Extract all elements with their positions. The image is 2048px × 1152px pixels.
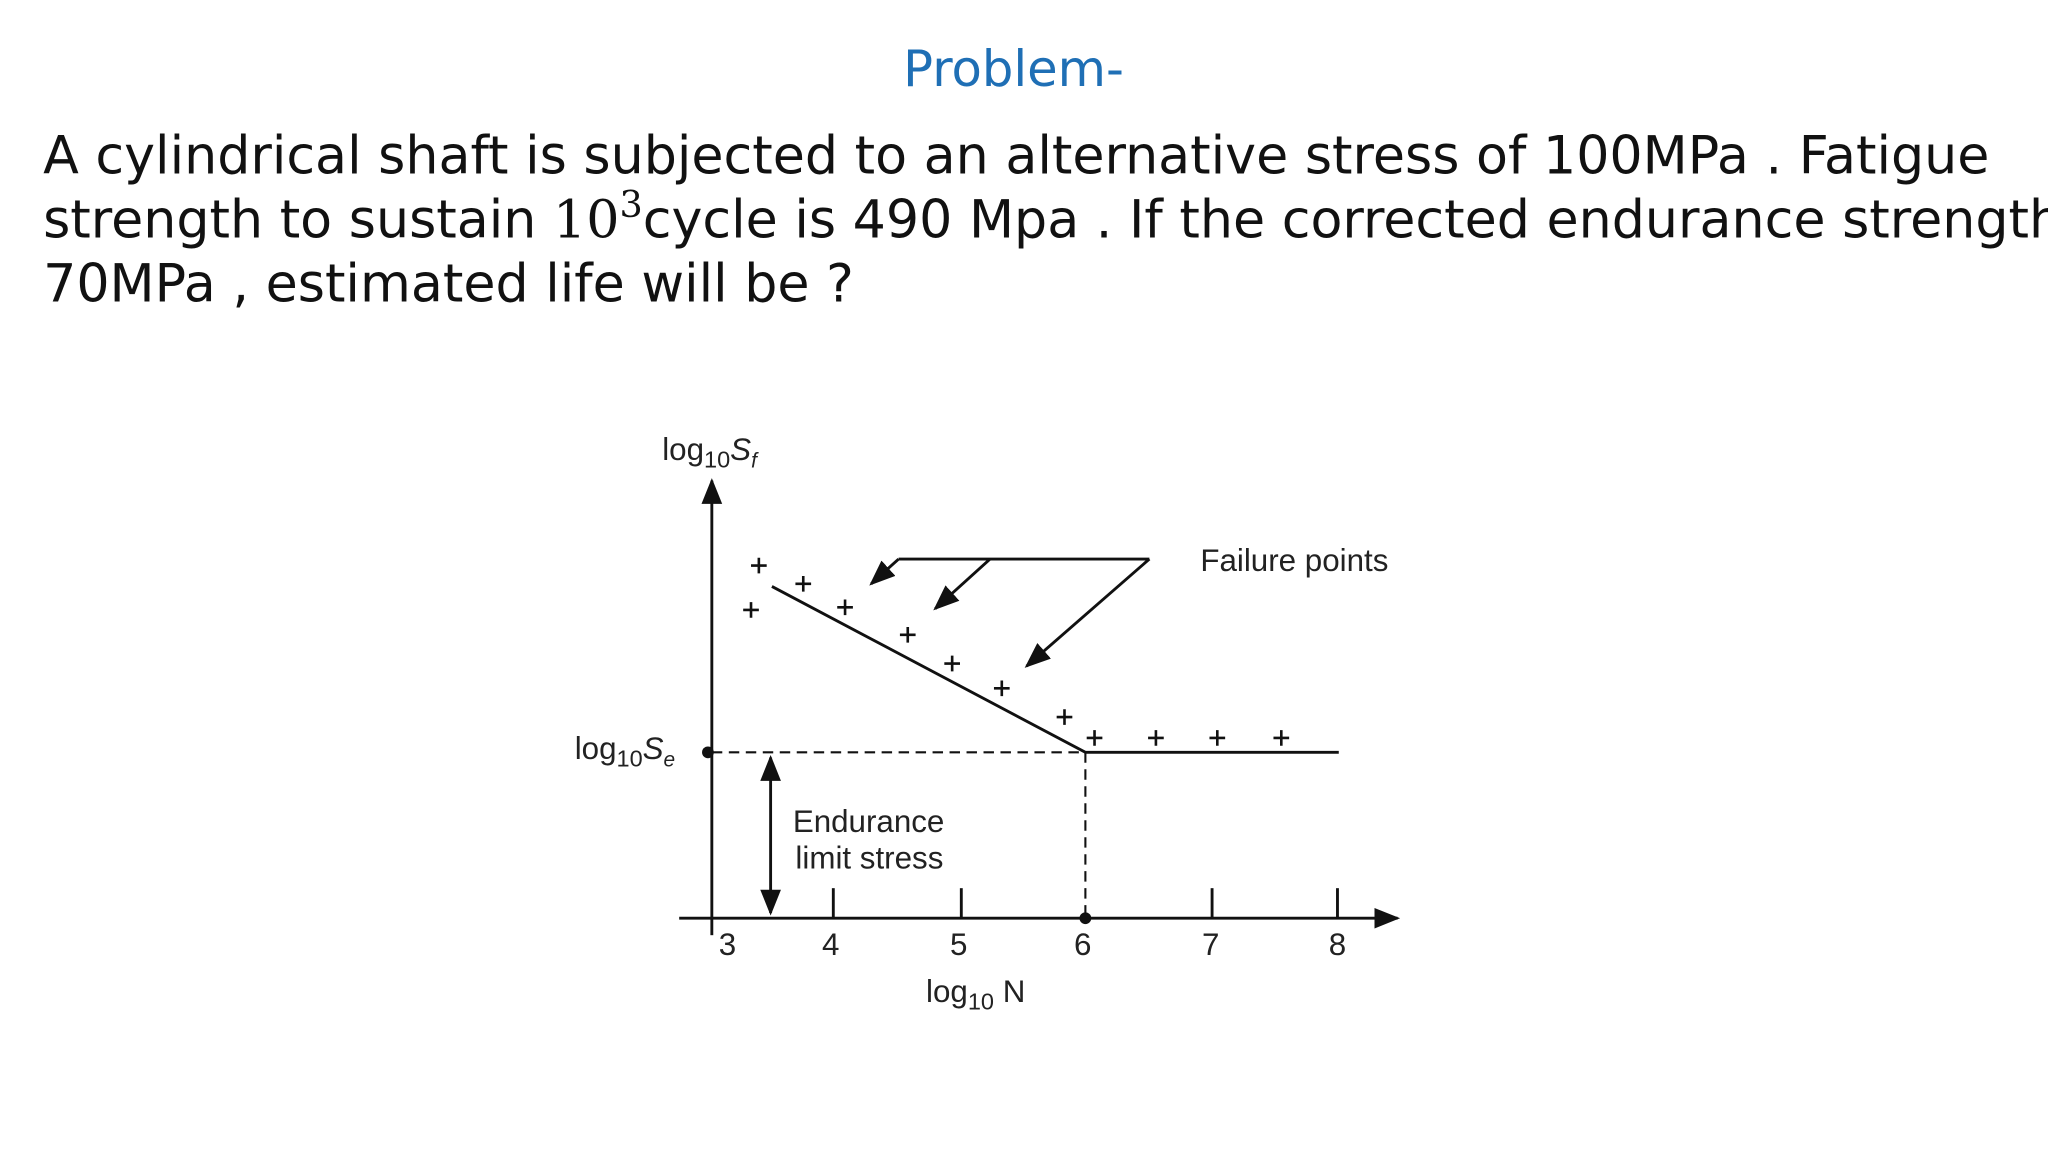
x-axis-label: log10 N <box>926 974 1025 1015</box>
problem-line: A cylindrical shaft is subjected to an a… <box>43 127 1989 187</box>
x-tick-label: 4 <box>822 927 839 962</box>
endurance-note: limit stress <box>795 841 943 876</box>
x-tick-marks <box>710 888 1339 936</box>
x-tick-label: 7 <box>1202 927 1219 962</box>
leader-arrow <box>933 557 992 611</box>
subscript: e <box>664 749 676 772</box>
leader-arrow <box>1024 557 1151 668</box>
plus-marker <box>993 680 1010 697</box>
plus-marker <box>743 602 759 618</box>
text: strength to sustain <box>43 191 553 251</box>
problem-line: 70MPa , estimated life will be ? <box>43 255 854 315</box>
x-tick-label: 5 <box>950 927 967 962</box>
text: S <box>643 731 664 766</box>
plus-marker <box>1086 730 1103 746</box>
slide-title: Problem- <box>903 40 1124 98</box>
plus-marker <box>1056 709 1073 725</box>
y-axis-label: log10Sf <box>662 432 759 473</box>
superscript: 3 <box>619 183 642 226</box>
subscript: f <box>751 450 759 473</box>
plus-marker <box>899 626 916 643</box>
plus-marker <box>837 599 853 616</box>
text: N <box>994 974 1025 1009</box>
plus-marker <box>1148 730 1164 746</box>
endurance-axis-label: log10Se <box>575 731 675 772</box>
plus-marker <box>944 655 960 672</box>
plus-marker <box>1209 730 1226 746</box>
subscript: 10 <box>617 746 643 772</box>
plus-marker <box>795 576 812 592</box>
endurance-note: Endurance <box>793 804 945 839</box>
dot <box>1079 912 1092 925</box>
failure-markers <box>743 557 1290 746</box>
x-tick-labels: 3 4 5 6 7 8 <box>719 927 1346 962</box>
text: S <box>730 432 751 467</box>
x-tick-label: 8 <box>1329 927 1346 962</box>
text: log <box>926 974 968 1009</box>
x-tick-label: 3 <box>719 927 736 962</box>
sn-curve <box>771 585 1339 754</box>
plus-marker <box>1273 730 1290 746</box>
subscript: 10 <box>968 989 994 1015</box>
sn-diagram: log10Sf log10Se log10 N Failure points E… <box>575 432 1401 1015</box>
subscript: 10 <box>704 447 730 473</box>
text: 10 <box>553 191 619 251</box>
leader-arrow <box>869 557 900 586</box>
failure-points-label: Failure points <box>1200 543 1388 578</box>
problem-line: strength to sustain 103cycle is 490 Mpa … <box>43 183 2048 251</box>
text: cycle is 490 Mpa . If the corrected endu… <box>643 191 2048 251</box>
dot <box>702 746 714 759</box>
text: log <box>662 432 704 467</box>
plus-marker <box>751 557 767 574</box>
text: log <box>575 731 617 766</box>
x-tick-label: 6 <box>1074 927 1091 962</box>
